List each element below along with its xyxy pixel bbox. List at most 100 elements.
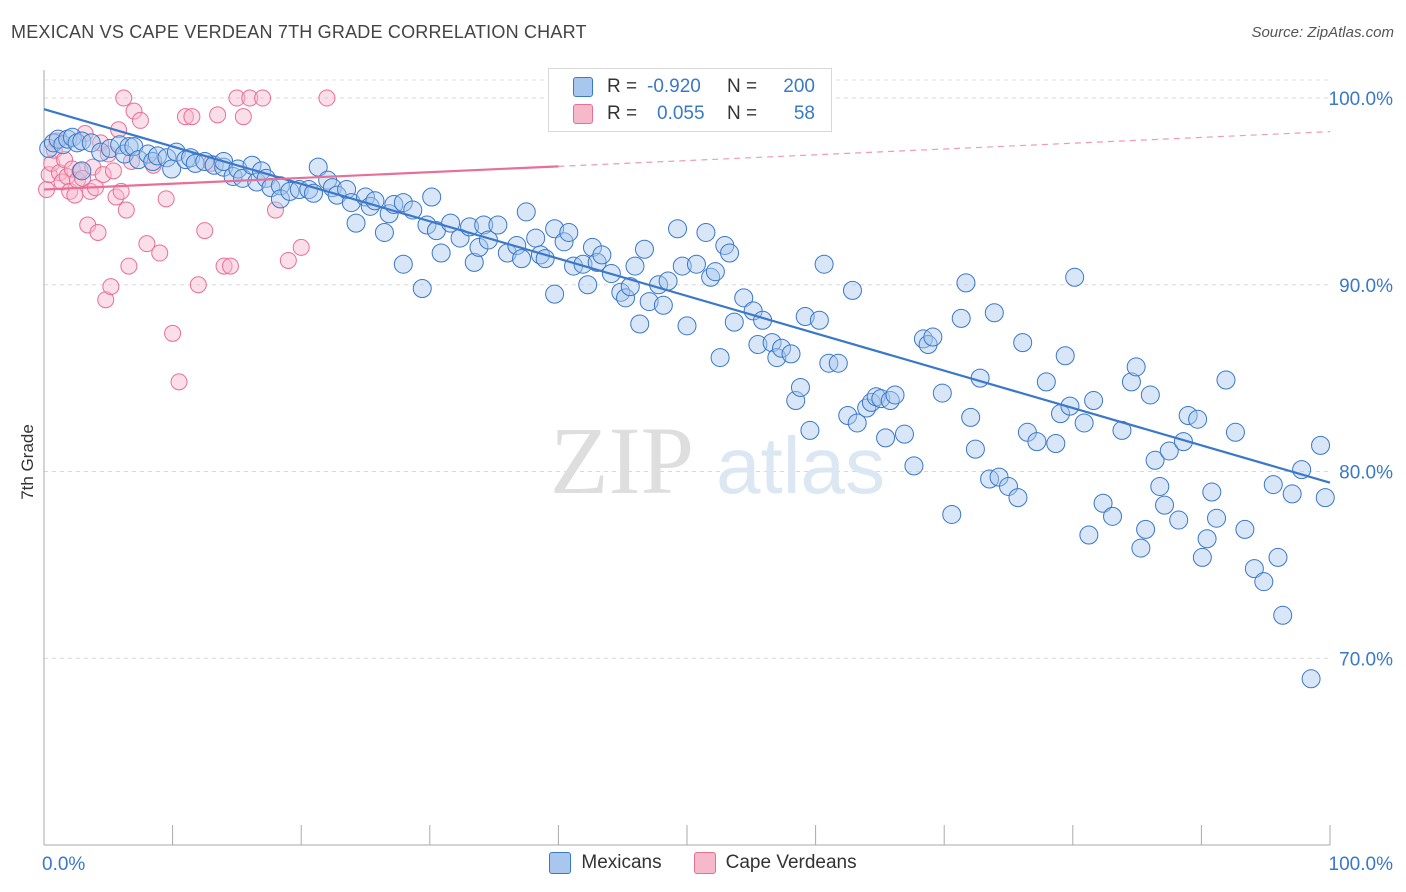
data-point-mexicans	[724, 312, 744, 332]
data-point-cape-verdeans	[234, 108, 252, 126]
data-point-mexicans	[1150, 476, 1170, 496]
data-point-mexicans	[1197, 529, 1217, 549]
data-point-mexicans	[965, 439, 985, 459]
data-point-mexicans	[578, 275, 598, 295]
data-point-cape-verdeans	[266, 201, 284, 219]
data-point-mexicans	[393, 193, 413, 213]
legend-swatch-pink	[573, 104, 593, 124]
legend-swatch-pink	[693, 852, 716, 874]
data-point-mexicans	[677, 316, 697, 336]
legend-label-mexicans: Mexicans	[581, 852, 662, 873]
legend-n-label: N =	[727, 103, 758, 124]
legend-item-cape-verdeans: Cape Verdeans	[693, 852, 857, 874]
data-point-mexicans	[417, 215, 437, 235]
data-point-mexicans	[1311, 435, 1331, 455]
data-point-cape-verdeans	[221, 257, 239, 275]
data-point-cape-verdeans	[157, 190, 175, 208]
legend-r-label: R =	[607, 103, 638, 124]
data-point-mexicans	[119, 137, 139, 157]
data-point-cape-verdeans	[176, 108, 194, 126]
data-point-mexicans	[772, 338, 792, 358]
data-point-mexicans	[559, 222, 579, 242]
data-point-mexicans	[885, 385, 905, 405]
legend-n-value: 200	[783, 76, 815, 97]
data-point-mexicans	[1202, 482, 1222, 502]
data-point-mexicans	[431, 243, 451, 263]
data-point-mexicans	[157, 148, 177, 168]
data-point-mexicans	[923, 327, 943, 347]
data-point-cape-verdeans	[151, 244, 169, 262]
data-point-cape-verdeans	[138, 235, 156, 253]
y-tick-label: 100.0%	[1329, 89, 1394, 110]
data-point-mexicans	[748, 335, 768, 355]
y-axis-label: 7th Grade	[18, 424, 37, 500]
data-point-mexicans	[488, 215, 508, 235]
data-point-mexicans	[710, 348, 730, 368]
y-tick-label: 70.0%	[1339, 649, 1393, 670]
data-point-mexicans	[185, 153, 205, 173]
data-point-mexicans	[904, 456, 924, 476]
data-point-mexicans	[630, 314, 650, 334]
data-point-mexicans	[1207, 508, 1227, 528]
data-point-mexicans	[512, 249, 532, 269]
data-point-mexicans	[393, 254, 413, 274]
data-point-cape-verdeans	[117, 201, 135, 219]
data-point-mexicans	[696, 222, 716, 242]
data-point-cape-verdeans	[40, 166, 58, 184]
data-point-mexicans	[1225, 422, 1245, 442]
data-point-mexicans	[1155, 495, 1175, 515]
legend-swatch-blue	[573, 77, 593, 97]
legend-row-mexicans: R = -0.920 N = 200	[573, 74, 815, 100]
data-point-mexicans	[1103, 506, 1123, 526]
data-point-mexicans	[526, 228, 546, 248]
source-label: Source: ZipAtlas.com	[1251, 24, 1394, 41]
data-point-mexicans	[374, 222, 394, 242]
data-point-cape-verdeans	[318, 89, 336, 107]
data-point-mexicans	[91, 142, 111, 162]
data-point-cape-verdeans	[170, 373, 188, 391]
data-point-mexicans	[1254, 572, 1274, 592]
data-point-mexicans	[1244, 559, 1264, 579]
data-point-mexicans	[814, 254, 834, 274]
data-point-cape-verdeans	[89, 223, 107, 241]
data-point-mexicans	[1188, 409, 1208, 429]
data-point-cape-verdeans	[102, 278, 120, 296]
x-tick-label: 100.0%	[1329, 854, 1394, 875]
data-point-mexicans	[1074, 413, 1094, 433]
data-point-mexicans	[469, 237, 489, 257]
data-point-mexicans	[1136, 519, 1156, 539]
axes	[43, 70, 1331, 846]
legend-n-label: N =	[727, 76, 758, 97]
data-point-cape-verdeans	[74, 169, 92, 187]
data-point-mexicans	[932, 383, 952, 403]
data-point-cape-verdeans	[104, 162, 122, 180]
data-point-mexicans	[980, 469, 1000, 489]
data-point-cape-verdeans	[125, 102, 143, 120]
series-legend: Mexicans Cape Verdeans	[0, 852, 1406, 874]
data-point-mexicans	[871, 389, 891, 409]
data-point-mexicans	[1121, 372, 1141, 392]
data-point-mexicans	[280, 181, 300, 201]
data-point-mexicans	[1093, 493, 1113, 513]
data-point-cape-verdeans	[164, 324, 182, 342]
data-point-cape-verdeans	[97, 291, 115, 309]
data-point-mexicans	[720, 243, 740, 263]
data-point-cape-verdeans	[66, 186, 84, 204]
data-point-mexicans	[625, 256, 645, 276]
data-point-mexicans	[658, 271, 678, 291]
data-point-mexicans	[672, 256, 692, 276]
data-point-cape-verdeans	[254, 89, 272, 107]
data-point-mexicans	[686, 254, 706, 274]
tick-labels: 70.0% 80.0% 90.0% 100.0% 0.0% 100.0%	[42, 89, 1393, 875]
data-point-mexicans	[1268, 547, 1288, 567]
data-point-mexicans	[474, 215, 494, 235]
data-point-mexicans	[1235, 519, 1255, 539]
data-point-mexicans	[545, 284, 565, 304]
data-point-mexicans	[847, 413, 867, 433]
data-point-mexicans	[653, 295, 673, 315]
data-point-mexicans	[1027, 432, 1047, 452]
data-point-mexicans	[961, 407, 981, 427]
data-point-mexicans	[592, 245, 612, 265]
data-point-mexicans	[1301, 669, 1321, 689]
